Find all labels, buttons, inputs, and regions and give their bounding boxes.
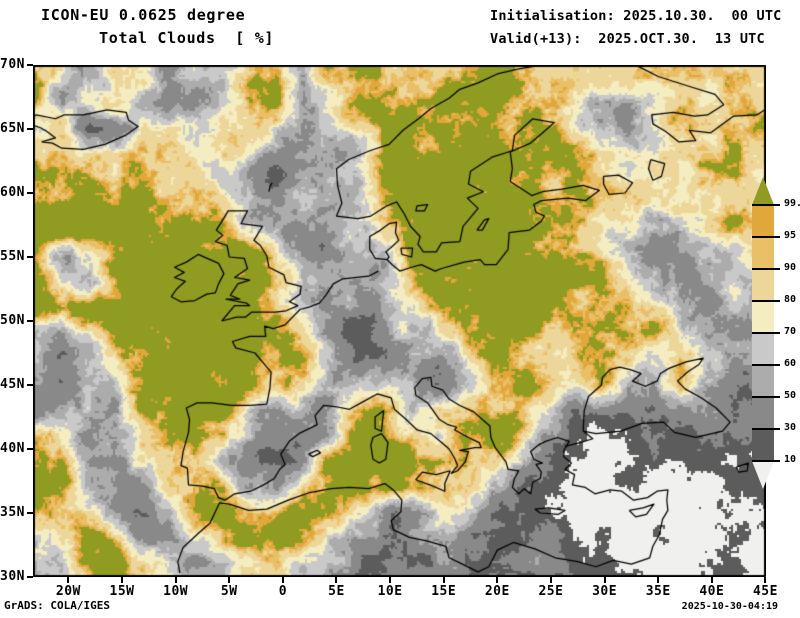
grads-credit: GrADS: COLA/IGES	[4, 599, 110, 612]
colorbar-box	[752, 301, 774, 333]
lon-tick	[710, 577, 713, 583]
colorbar-level-label: 30	[784, 422, 797, 433]
lat-tick-label: 35N	[0, 505, 25, 520]
colorbar-level-line	[752, 236, 780, 238]
colorbar-level-line	[752, 396, 780, 398]
lon-tick	[764, 577, 767, 583]
lat-tick	[27, 192, 33, 194]
lon-tick-label: 10E	[377, 584, 403, 599]
colorbar-level-label: 70	[784, 326, 797, 337]
colorbar-level-line	[752, 364, 780, 366]
colorbar-arrow-bottom-icon	[752, 461, 774, 489]
lat-tick	[27, 384, 33, 386]
lat-tick-label: 65N	[0, 121, 25, 136]
lon-tick	[281, 577, 284, 583]
colorbar-level-label: 90	[784, 262, 797, 273]
colorbar-box	[752, 237, 774, 269]
colorbar-level-line	[752, 268, 780, 270]
lat-tick	[27, 128, 33, 130]
lon-tick	[174, 577, 177, 583]
colorbar-box	[752, 365, 774, 397]
model-title: ICON-EU 0.0625 degree	[41, 6, 246, 24]
lon-tick	[389, 577, 392, 583]
colorbar: 99.5 95 90 80 70 60 50 30 10	[752, 177, 800, 489]
lat-tick-label: 70N	[0, 57, 25, 72]
colorbar-level-label: 60	[784, 358, 797, 369]
colorbar-arrow-top-icon	[752, 177, 774, 205]
lat-tick	[27, 64, 33, 66]
field-title: Total Clouds [ %]	[99, 29, 275, 47]
valid-time: Valid(+13): 2025.OCT.30. 13 UTC	[490, 31, 765, 47]
colorbar-box	[752, 205, 774, 237]
colorbar-box	[752, 429, 774, 461]
lat-tick	[27, 320, 33, 322]
lon-tick	[603, 577, 606, 583]
lat-tick-label: 30N	[0, 569, 25, 584]
lat-tick	[27, 256, 33, 258]
lon-tick-label: 15W	[109, 584, 135, 599]
lat-tick-label: 45N	[0, 377, 25, 392]
lon-tick	[657, 577, 660, 583]
colorbar-level-label: 99.5	[784, 198, 800, 209]
lon-tick	[228, 577, 231, 583]
lat-tick-label: 55N	[0, 249, 25, 264]
init-time: Initialisation: 2025.10.30. 00 UTC	[490, 8, 782, 24]
colorbar-level-line	[752, 460, 780, 462]
lat-tick	[27, 576, 33, 578]
lon-tick-label: 20W	[55, 584, 81, 599]
lat-tick-label: 50N	[0, 313, 25, 328]
lon-tick-label: 10W	[163, 584, 189, 599]
lat-tick	[27, 448, 33, 450]
lon-tick-label: 35E	[645, 584, 671, 599]
colorbar-level-line	[752, 428, 780, 430]
lat-tick	[27, 512, 33, 514]
lon-tick	[121, 577, 123, 583]
colorbar-level-line	[752, 204, 780, 206]
colorbar-level-label: 10	[784, 454, 797, 465]
colorbar-level-label: 95	[784, 230, 797, 241]
lon-tick-label: 25E	[538, 584, 564, 599]
lon-tick	[335, 577, 338, 583]
lon-tick-label: 40E	[699, 584, 725, 599]
lon-tick	[549, 577, 552, 583]
colorbar-box	[752, 269, 774, 301]
colorbar-level-label: 80	[784, 294, 797, 305]
lon-tick-label: 5W	[220, 584, 238, 599]
lon-tick-label: 20E	[484, 584, 510, 599]
lon-tick-label: 5E	[328, 584, 345, 599]
lon-tick-label: 30E	[592, 584, 618, 599]
lon-tick	[67, 577, 70, 583]
colorbar-level-line	[752, 300, 780, 302]
colorbar-level-label: 50	[784, 390, 797, 401]
map-canvas	[33, 65, 766, 577]
lon-tick-label: 45E	[752, 584, 778, 599]
lon-tick-label: 0	[278, 584, 288, 599]
lon-tick-label: 15E	[431, 584, 457, 599]
lon-tick	[496, 577, 499, 583]
lat-tick-label: 40N	[0, 441, 25, 456]
colorbar-box	[752, 397, 774, 429]
colorbar-box	[752, 333, 774, 365]
creation-timestamp: 2025-10-30-04:19	[681, 601, 778, 612]
colorbar-level-line	[752, 332, 780, 334]
lat-tick-label: 60N	[0, 185, 25, 200]
lon-tick	[442, 577, 445, 583]
